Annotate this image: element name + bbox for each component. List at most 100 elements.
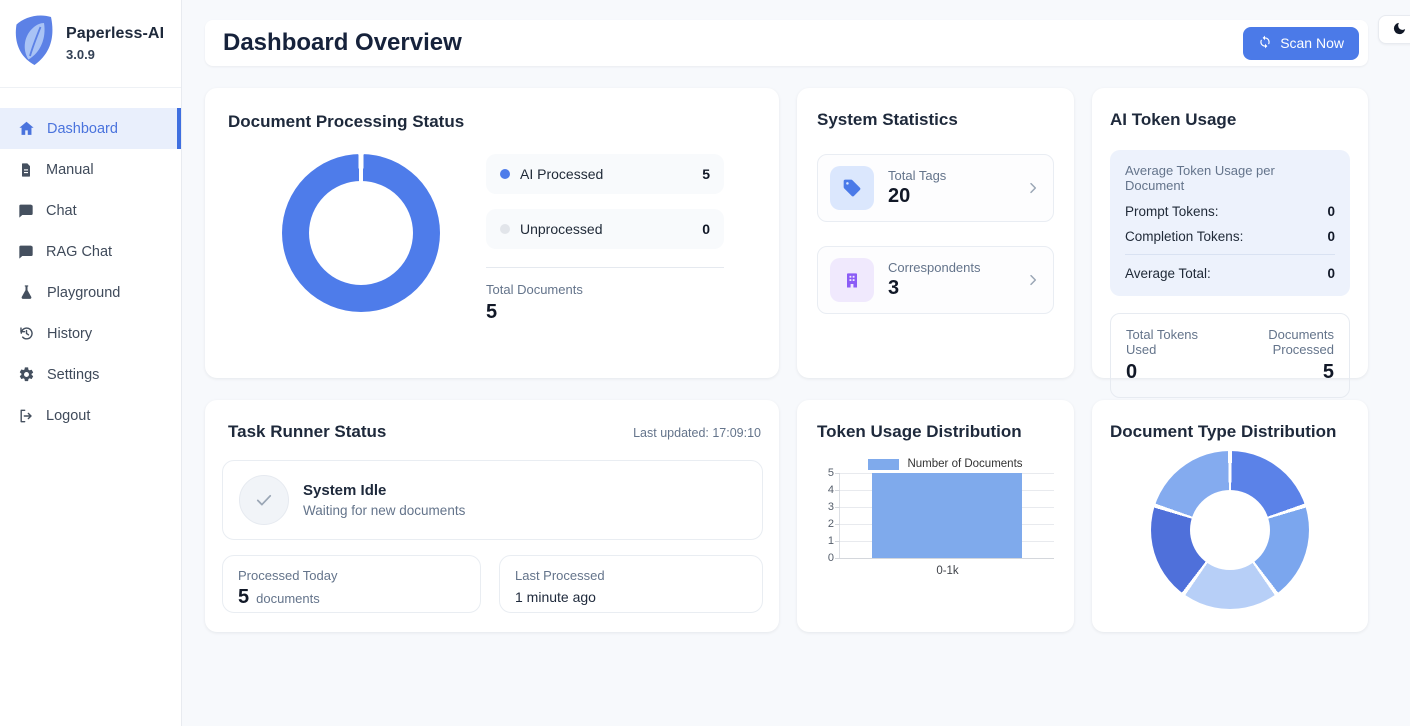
avg-heading: Average Token Usage per Document — [1125, 163, 1275, 193]
token-totals-box: Total Tokens Used 0 Documents Processed … — [1110, 313, 1350, 398]
history-icon — [18, 325, 35, 342]
tag-icon — [830, 166, 874, 210]
total-tokens-used-label: Total Tokens Used — [1126, 327, 1199, 357]
bar-chart-legend: Number of Documents — [835, 458, 1056, 470]
legend-value: 5 — [702, 166, 710, 182]
legend-dot-blue — [500, 169, 510, 179]
card-title: Document Processing Status — [228, 112, 465, 131]
processed-today-value: 5 — [238, 586, 250, 608]
card-document-processing-status: Document Processing Status AI Processed … — [205, 88, 779, 378]
scan-now-label: Scan Now — [1280, 35, 1344, 51]
check-circle-icon — [239, 475, 289, 525]
average-total-row: Average Total: 0 — [1125, 266, 1335, 281]
last-processed-box: Last Processed 1 minute ago — [499, 555, 763, 613]
bar-0-1k — [872, 473, 1022, 558]
sidebar-item-rag-chat[interactable]: RAG Chat — [0, 231, 181, 272]
moon-icon — [1392, 21, 1407, 39]
sidebar: Paperless-AI 3.0.9 Dashboard Manual — [0, 0, 182, 726]
stat-value: 3 — [888, 277, 900, 299]
legend-row-ai-processed: AI Processed 5 — [486, 154, 724, 194]
sidebar-item-label: Dashboard — [47, 120, 118, 137]
sidebar-item-settings[interactable]: Settings — [0, 354, 181, 395]
document-icon — [18, 162, 34, 178]
status-title: System Idle — [303, 482, 387, 499]
top-bar: Dashboard Overview Scan Now — [205, 20, 1368, 66]
card-title: System Statistics — [817, 110, 958, 129]
document-type-donut-chart — [1151, 451, 1309, 609]
divider — [1125, 254, 1335, 255]
legend-dot-gray — [500, 224, 510, 234]
sidebar-item-dashboard[interactable]: Dashboard — [0, 108, 181, 149]
legend-label: Unprocessed — [520, 221, 603, 237]
sidebar-item-manual[interactable]: Manual — [0, 149, 181, 190]
y-tick-label: 5 — [827, 467, 834, 479]
sidebar-item-playground[interactable]: Playground — [0, 272, 181, 313]
sidebar-item-label: Chat — [46, 202, 77, 219]
y-tick-mark — [835, 541, 840, 542]
status-subtitle: Waiting for new documents — [303, 503, 466, 518]
system-status-box: System Idle Waiting for new documents — [222, 460, 763, 540]
chevron-right-icon — [1025, 180, 1041, 196]
flask-icon — [18, 284, 35, 301]
stat-value: 20 — [888, 185, 911, 207]
card-title: Task Runner Status — [228, 422, 387, 441]
sidebar-item-label: Logout — [46, 407, 91, 424]
sidebar-item-label: History — [47, 325, 93, 342]
stat-row-correspondents[interactable]: Correspondents 3 — [817, 246, 1054, 314]
sidebar-item-history[interactable]: History — [0, 313, 181, 354]
processed-today-label: Processed Today — [238, 568, 338, 583]
total-documents-label: Total Documents — [486, 282, 583, 297]
building-icon — [830, 258, 874, 302]
logout-icon — [18, 408, 34, 424]
scan-now-button[interactable]: Scan Now — [1243, 26, 1359, 60]
row-label: Completion Tokens: — [1125, 229, 1244, 244]
y-tick-label: 2 — [827, 518, 834, 530]
card-document-type-distribution: Document Type Distribution — [1092, 400, 1368, 632]
chat-icon — [18, 244, 34, 260]
card-token-usage-distribution: Token Usage Distribution Number of Docum… — [797, 400, 1074, 632]
row-label: Average Total: — [1125, 266, 1211, 281]
card-title: AI Token Usage — [1110, 110, 1237, 129]
row-value: 0 — [1327, 266, 1335, 281]
row-label: Prompt Tokens: — [1125, 204, 1219, 219]
chat-icon — [18, 203, 34, 219]
documents-processed-value: 5 — [1322, 361, 1334, 383]
card-title: Document Type Distribution — [1110, 422, 1337, 441]
legend-text: Number of Documents — [907, 458, 1023, 470]
legend-value: 0 — [702, 221, 710, 237]
y-tick-mark — [835, 473, 840, 474]
prompt-tokens-row: Prompt Tokens: 0 — [1125, 204, 1335, 219]
total-tokens-used-value: 0 — [1126, 361, 1138, 383]
y-tick-mark — [835, 558, 840, 559]
refresh-icon — [1258, 35, 1272, 52]
paperless-leaf-logo-icon — [12, 15, 56, 72]
card-ai-token-usage: AI Token Usage Average Token Usage per D… — [1092, 88, 1368, 398]
row-value: 0 — [1327, 229, 1335, 244]
sidebar-item-label: Settings — [47, 366, 100, 383]
app-version: 3.0.9 — [66, 47, 95, 62]
processing-donut-chart — [282, 154, 440, 312]
chevron-right-icon — [1025, 272, 1041, 288]
card-title: Token Usage Distribution — [817, 422, 1022, 441]
y-tick-label: 4 — [827, 484, 834, 496]
y-tick-mark — [835, 490, 840, 491]
sidebar-item-logout[interactable]: Logout — [0, 395, 181, 436]
app-name: Paperless-AI — [66, 25, 165, 42]
stat-label: Correspondents — [888, 260, 981, 275]
row-value: 0 — [1327, 204, 1335, 219]
stat-row-total-tags[interactable]: Total Tags 20 — [817, 154, 1054, 222]
legend-label: AI Processed — [520, 166, 604, 182]
sidebar-item-label: RAG Chat — [46, 243, 113, 260]
y-tick-label: 1 — [827, 535, 834, 547]
legend-swatch — [868, 458, 900, 470]
sidebar-item-label: Playground — [47, 284, 121, 301]
last-processed-label: Last Processed — [515, 568, 605, 583]
sidebar-item-chat[interactable]: Chat — [0, 190, 181, 231]
bar-chart-x-axis: 0-1k — [839, 565, 1056, 581]
processed-today-unit: documents — [256, 591, 320, 606]
average-token-usage-box: Average Token Usage per Document Prompt … — [1110, 150, 1350, 296]
sidebar-nav: Dashboard Manual Chat RAG Chat — [0, 88, 181, 436]
processed-today-box: Processed Today 5 documents — [222, 555, 481, 613]
theme-toggle-button[interactable] — [1378, 15, 1410, 44]
